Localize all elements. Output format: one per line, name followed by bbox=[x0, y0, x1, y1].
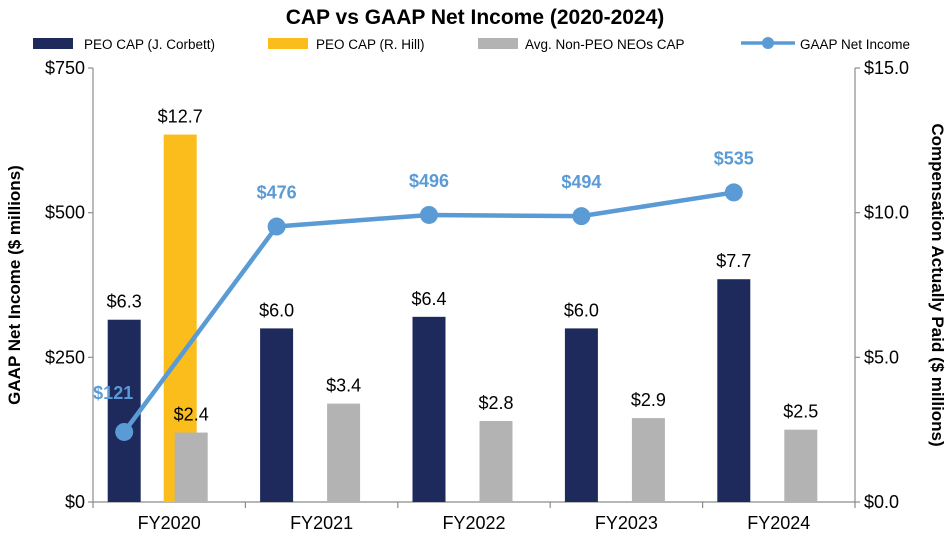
right-tick-label: $10.0 bbox=[864, 203, 909, 223]
bar-label: $6.0 bbox=[259, 300, 294, 320]
left-tick-label: $0 bbox=[65, 492, 85, 512]
net-income-point bbox=[115, 422, 134, 441]
x-tick-label: FY2022 bbox=[442, 513, 505, 533]
bar-label: $3.4 bbox=[326, 376, 361, 396]
bar bbox=[412, 316, 446, 502]
legend-label: PEO CAP (R. Hill) bbox=[316, 37, 425, 52]
net-income-label: $121 bbox=[93, 383, 133, 403]
bar-label: $6.0 bbox=[564, 300, 599, 320]
x-tick-label: FY2023 bbox=[595, 513, 658, 533]
bar-label: $2.4 bbox=[174, 405, 209, 425]
bar bbox=[479, 420, 513, 502]
x-tick-label: FY2021 bbox=[290, 513, 353, 533]
bars bbox=[107, 134, 818, 502]
bar-label: $2.8 bbox=[478, 393, 513, 413]
legend-swatch bbox=[268, 38, 308, 49]
net-income-point bbox=[572, 207, 591, 226]
axes: $0 $250 $500 $750 $0.0 $5.0 $10.0 $15.0 FY2020 FY… bbox=[5, 58, 947, 533]
net-income-point bbox=[267, 217, 286, 236]
bar-label: $6.3 bbox=[107, 292, 142, 312]
bar-labels: $6.3 $6.0 $6.4 $6.0 $7.7 $12.7 $2.4 $3.4 $2.8 $2.… bbox=[107, 107, 819, 425]
x-tick-label: FY2024 bbox=[747, 513, 810, 533]
legend: PEO CAP (J. Corbett) PEO CAP (R. Hill) Avg… bbox=[33, 37, 910, 52]
legend-label: PEO CAP (J. Corbett) bbox=[84, 37, 215, 52]
legend-label: Avg. Non-PEO NEOs CAP bbox=[525, 37, 685, 52]
bar-label: $2.5 bbox=[783, 402, 818, 422]
bar bbox=[327, 403, 361, 502]
legend-swatch bbox=[478, 38, 518, 49]
bar bbox=[717, 279, 751, 502]
bar bbox=[631, 418, 665, 502]
bar-label: $12.7 bbox=[158, 107, 203, 127]
y-left-axis-title: GAAP Net Income ($ millions) bbox=[5, 165, 24, 405]
x-tick-label: FY2020 bbox=[138, 513, 201, 533]
net-income-label: $476 bbox=[257, 183, 297, 203]
legend-swatch bbox=[33, 38, 73, 49]
left-tick-label: $750 bbox=[45, 58, 85, 78]
bar-label: $2.9 bbox=[631, 390, 666, 410]
net-income-label: $535 bbox=[714, 148, 754, 168]
left-tick-label: $250 bbox=[45, 347, 85, 367]
right-tick-label: $15.0 bbox=[864, 58, 909, 78]
right-tick-label: $0.0 bbox=[864, 492, 899, 512]
net-income-point bbox=[420, 205, 438, 224]
bar bbox=[174, 432, 208, 502]
legend-line-marker bbox=[762, 37, 774, 49]
bar-label: $6.4 bbox=[411, 289, 446, 309]
legend-label: GAAP Net Income bbox=[800, 37, 910, 52]
bar bbox=[107, 319, 141, 502]
chart-title: CAP vs GAAP Net Income (2020-2024) bbox=[286, 6, 665, 29]
left-tick-label: $500 bbox=[45, 203, 85, 223]
net-income-label: $494 bbox=[561, 172, 601, 192]
y-right-axis-title: Compensation Actually Paid ($ millions) bbox=[928, 123, 947, 446]
net-income-label: $496 bbox=[409, 171, 449, 191]
net-income-point bbox=[724, 183, 743, 202]
bar bbox=[564, 328, 598, 502]
bar bbox=[784, 429, 818, 502]
bar-label: $7.7 bbox=[716, 251, 751, 271]
right-tick-label: $5.0 bbox=[864, 347, 899, 367]
bar bbox=[260, 328, 294, 502]
line-series: $121 $476 $496 $494 $535 bbox=[93, 148, 754, 441]
